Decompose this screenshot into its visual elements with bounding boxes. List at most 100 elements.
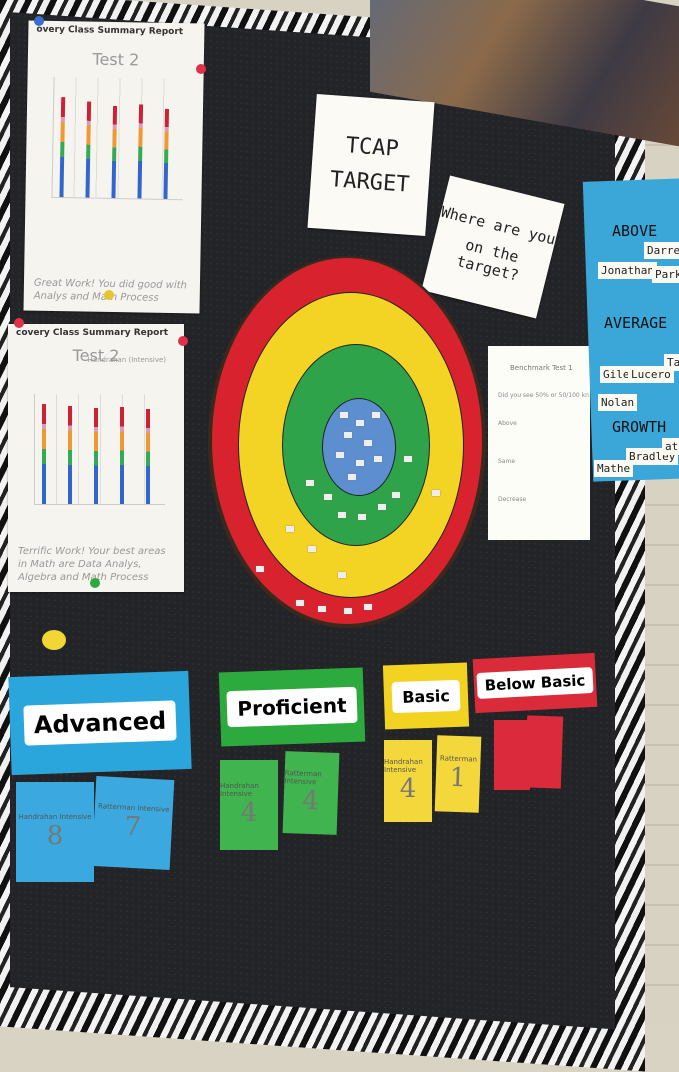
student-marker	[364, 440, 372, 446]
note-name: Handrahan Intensive	[18, 813, 92, 821]
level-below-basic: Below Basic	[472, 652, 598, 714]
student-marker	[286, 526, 294, 532]
note-count: 4	[240, 798, 258, 828]
student-marker	[378, 504, 386, 510]
student-marker	[404, 456, 412, 462]
note-count: 8	[46, 821, 64, 851]
average-label: AVERAGE	[604, 314, 668, 332]
report-title: covery Class Summary Report	[16, 328, 169, 338]
growth-label: GROWTH	[612, 418, 667, 436]
bar	[146, 409, 150, 504]
report-bars	[34, 394, 164, 504]
note-name: Ratterman Intensive	[284, 769, 322, 787]
student-marker	[306, 480, 314, 486]
report-side-label: Handrahan (Intensive)	[87, 356, 166, 364]
student-marker	[296, 600, 304, 606]
name-chip: Tay	[664, 354, 679, 371]
bar	[42, 404, 46, 504]
pushpin	[42, 630, 66, 650]
test-label: Test 2	[72, 346, 120, 365]
level-advanced: Advanced	[8, 670, 192, 776]
count-note-proficient-2: Ratterman Intensive 4	[282, 751, 340, 835]
bar	[85, 101, 92, 198]
student-marker	[344, 432, 352, 438]
student-marker	[372, 412, 380, 418]
bar	[59, 97, 66, 198]
count-note-advanced-2: Ratterman Intensive 7	[91, 776, 175, 870]
level-label: Advanced	[23, 700, 177, 746]
summary-report-2: covery Class Summary Report Test 2 Handr…	[8, 324, 184, 592]
student-marker	[432, 490, 440, 496]
pushpin	[178, 336, 188, 346]
student-marker	[374, 456, 382, 462]
student-marker	[364, 604, 372, 610]
pushpin	[34, 16, 44, 26]
report-grid	[34, 394, 165, 505]
pushpin	[14, 318, 24, 328]
tcap-line-2: TARGET	[329, 167, 411, 198]
report-title: overy Class Summary Report	[36, 24, 184, 38]
student-marker	[318, 606, 326, 612]
student-marker	[338, 512, 346, 518]
student-marker	[356, 420, 364, 426]
count-note-basic-2: Ratterman 1	[434, 735, 482, 813]
count-note-below-basic-2	[524, 715, 564, 789]
bar	[163, 108, 170, 199]
note-name: Handrahan Intensive	[384, 758, 423, 774]
name-chip: ath	[662, 438, 679, 455]
count-note-basic-1: Handrahan Intensive 4	[384, 740, 432, 822]
above-label: ABOVE	[612, 222, 658, 240]
pushpin	[104, 290, 114, 300]
level-label: Below Basic	[476, 666, 594, 700]
summary-report-1: overy Class Summary Report Test 2 Great …	[23, 20, 205, 314]
name-chip: Nolan	[598, 394, 638, 411]
bar	[111, 105, 118, 199]
student-marker	[308, 546, 316, 552]
benchmark-line: Same	[498, 458, 516, 465]
report-bars	[51, 77, 183, 199]
bar	[68, 406, 72, 504]
name-chip: Mathe	[594, 460, 634, 477]
benchmark-line: Decrease	[498, 496, 527, 503]
student-marker	[256, 566, 264, 572]
bar	[120, 407, 124, 504]
note-count: 4	[301, 785, 320, 817]
level-label: Proficient	[226, 686, 358, 728]
student-marker	[344, 608, 352, 614]
pushpin	[196, 64, 206, 74]
student-marker	[324, 494, 332, 500]
bar	[94, 408, 98, 504]
level-proficient: Proficient	[218, 667, 366, 747]
student-marker	[392, 492, 400, 498]
student-marker	[358, 514, 366, 520]
name-chip: Darret	[644, 242, 679, 259]
note-name: Handrahan Intensive	[220, 782, 259, 798]
level-label: Basic	[391, 679, 461, 713]
count-note-advanced-1: Handrahan Intensive 8	[16, 782, 94, 882]
test-label: Test 2	[92, 49, 140, 70]
student-marker	[338, 572, 346, 578]
level-basic: Basic	[382, 662, 470, 730]
benchmark-title: Benchmark Test 1	[510, 364, 573, 372]
target-bullseye	[322, 398, 396, 496]
note-count: 4	[399, 774, 417, 804]
benchmark-sheet: Benchmark Test 1 Did you see 50% or 50/1…	[488, 346, 590, 540]
note-count: 1	[449, 762, 467, 794]
tcap-target-card: TCAP TARGET	[307, 94, 435, 236]
count-note-below-basic-1	[494, 720, 530, 790]
student-marker	[336, 452, 344, 458]
tcap-line-1: TCAP	[344, 133, 400, 162]
report-note: Terrific Work! Your best areas in Math a…	[18, 546, 166, 583]
name-chip: Park	[652, 266, 679, 283]
benchmark-line: Above	[498, 420, 517, 427]
student-marker	[340, 412, 348, 418]
student-marker	[356, 460, 364, 466]
name-chip: Lucero	[628, 366, 674, 383]
benchmark-line: Did you see 50% or 50/100 kn	[498, 392, 589, 399]
bar	[137, 104, 144, 199]
name-chip: Jonathan	[598, 262, 657, 279]
pushpin	[90, 578, 100, 588]
count-note-proficient-1: Handrahan Intensive 4	[220, 760, 278, 850]
note-count: 7	[123, 811, 142, 843]
student-marker	[348, 474, 356, 480]
